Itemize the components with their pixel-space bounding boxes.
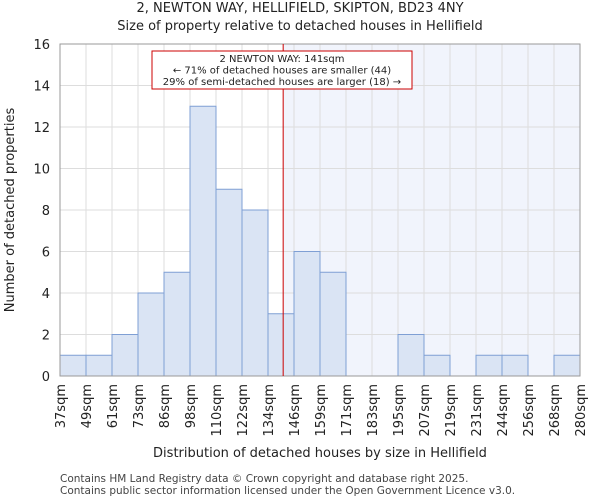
y-tick-label: 14	[33, 80, 50, 95]
x-tick-label: 171sqm	[340, 384, 355, 437]
bar	[59, 354, 87, 377]
x-tick-label: 73sqm	[132, 384, 147, 428]
footer-line-1: Contains HM Land Registry data © Crown c…	[60, 473, 469, 485]
y-tick-label: 10	[33, 163, 50, 178]
bar	[397, 334, 425, 377]
x-tick-label: 195sqm	[392, 384, 407, 437]
x-axis-label: Distribution of detached houses by size …	[153, 446, 487, 461]
y-tick-label: 6	[42, 246, 50, 261]
y-tick-label: 16	[33, 38, 50, 53]
x-tick-label: 159sqm	[314, 384, 329, 437]
bar	[111, 334, 139, 377]
annotation-box	[151, 50, 413, 90]
bar	[319, 271, 347, 377]
chart-title: 2, NEWTON WAY, HELLIFIELD, SKIPTON, BD23…	[136, 1, 464, 16]
x-tick-label: 122sqm	[236, 384, 251, 437]
annotation-line: ← 71% of detached houses are smaller (44…	[173, 66, 391, 77]
x-tick-label: 183sqm	[366, 384, 381, 437]
bar	[189, 105, 217, 377]
bar	[553, 354, 581, 377]
y-tick-label: 2	[42, 329, 50, 344]
bar	[85, 354, 113, 377]
y-tick-label: 8	[42, 204, 50, 219]
y-tick-label: 12	[33, 121, 50, 136]
x-tick-label: 86sqm	[158, 384, 173, 428]
x-tick-label: 98sqm	[184, 384, 199, 428]
annotation-line: 2 NEWTON WAY: 141sqm	[220, 54, 345, 65]
bar	[137, 292, 165, 377]
annotation-line: 29% of semi-detached houses are larger (…	[163, 77, 401, 88]
bar	[267, 313, 295, 377]
plot-frame	[59, 43, 581, 377]
x-tick-label: 219sqm	[444, 384, 459, 437]
bar	[423, 354, 451, 377]
x-tick-label: 207sqm	[418, 384, 433, 437]
bar	[241, 209, 269, 377]
bar	[163, 271, 191, 377]
bar	[215, 188, 243, 377]
x-tick-label: 231sqm	[470, 384, 485, 437]
x-tick-label: 268sqm	[548, 384, 563, 437]
y-tick-label: 0	[42, 370, 50, 385]
footer-line-2: Contains public sector information licen…	[60, 485, 516, 497]
x-tick-label: 37sqm	[54, 384, 69, 428]
x-tick-label: 146sqm	[288, 384, 303, 437]
bar	[501, 354, 529, 377]
x-tick-label: 110sqm	[210, 384, 225, 437]
x-tick-label: 134sqm	[262, 384, 277, 437]
x-tick-label: 61sqm	[106, 384, 121, 428]
x-tick-label: 49sqm	[80, 384, 95, 428]
chart-subtitle: Size of property relative to detached ho…	[117, 19, 483, 34]
x-tick-label: 244sqm	[496, 384, 511, 437]
y-axis-label: Number of detached properties	[3, 108, 18, 313]
bar	[475, 354, 503, 377]
bar	[293, 251, 321, 377]
x-tick-label: 256sqm	[522, 384, 537, 437]
x-tick-label: 280sqm	[574, 384, 589, 437]
y-tick-label: 4	[42, 287, 50, 302]
